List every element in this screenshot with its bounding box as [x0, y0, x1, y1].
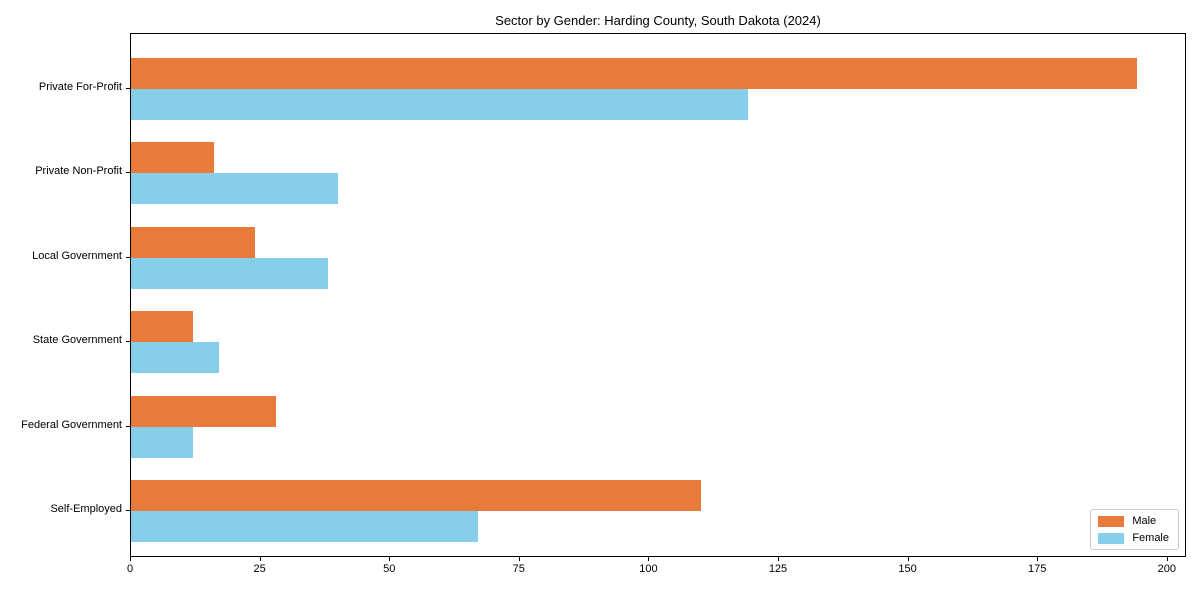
legend-label-female: Female	[1132, 532, 1169, 544]
bar-female-private-non-profit	[131, 173, 339, 205]
x-tick-label-125: 125	[768, 563, 788, 575]
x-tick-label-200: 200	[1157, 563, 1176, 575]
bar-male-state-government	[131, 311, 194, 343]
legend-swatch-male	[1098, 515, 1125, 527]
y-tick-mark	[126, 510, 130, 511]
y-tick-mark	[126, 425, 130, 427]
x-tick-label-0: 0	[126, 563, 134, 575]
bar-male-private-non-profit	[131, 142, 214, 174]
x-tick-label-75: 75	[512, 563, 525, 575]
x-tick-mark	[130, 557, 131, 561]
bar-male-federal-government	[131, 395, 277, 427]
bar-female-state-government	[131, 342, 220, 374]
plot-area: Male Female	[130, 33, 1186, 557]
legend-item-female: Female	[1098, 532, 1169, 544]
y-tick-mark	[126, 172, 130, 174]
y-tick-label-local-government: Local Government	[32, 249, 122, 262]
x-tick-label-150: 150	[898, 563, 917, 575]
legend: Male Female	[1090, 509, 1179, 550]
x-tick-mark	[1037, 557, 1039, 561]
legend-label-male: Male	[1132, 515, 1157, 527]
legend-item-male: Male	[1098, 515, 1169, 527]
y-tick-label-federal-government: Federal Government	[21, 418, 122, 431]
x-tick-label-50: 50	[383, 563, 396, 575]
y-tick-mark	[126, 341, 130, 343]
legend-swatch-female	[1098, 532, 1125, 544]
bar-male-local-government	[131, 226, 256, 258]
x-tick-mark	[1166, 557, 1168, 561]
x-tick-mark	[907, 557, 909, 561]
x-tick-label-25: 25	[253, 563, 266, 575]
x-tick-label-175: 175	[1028, 563, 1047, 575]
x-tick-mark	[648, 557, 650, 561]
y-tick-mark	[126, 256, 130, 258]
bar-male-private-for-profit	[131, 58, 1137, 89]
x-tick-mark	[778, 557, 779, 561]
bar-male-self-employed	[131, 480, 702, 511]
chart-title: Sector by Gender: Harding County, South …	[495, 13, 821, 28]
y-tick-label-private-for-profit: Private For-Profit	[38, 81, 122, 93]
y-tick-label-state-government: State Government	[32, 334, 122, 347]
x-tick-mark	[389, 557, 391, 561]
x-tick-mark	[518, 557, 520, 561]
x-tick-mark	[259, 557, 261, 561]
y-tick-mark	[126, 88, 130, 89]
y-tick-label-self-employed: Self-Employed	[50, 503, 122, 515]
bar-female-federal-government	[131, 426, 194, 458]
bar-female-private-for-profit	[131, 89, 748, 120]
bar-female-local-government	[131, 257, 328, 289]
x-tick-label-100: 100	[639, 563, 658, 575]
y-tick-label-private-non-profit: Private Non-Profit	[35, 165, 122, 178]
bar-female-self-employed	[131, 511, 479, 542]
